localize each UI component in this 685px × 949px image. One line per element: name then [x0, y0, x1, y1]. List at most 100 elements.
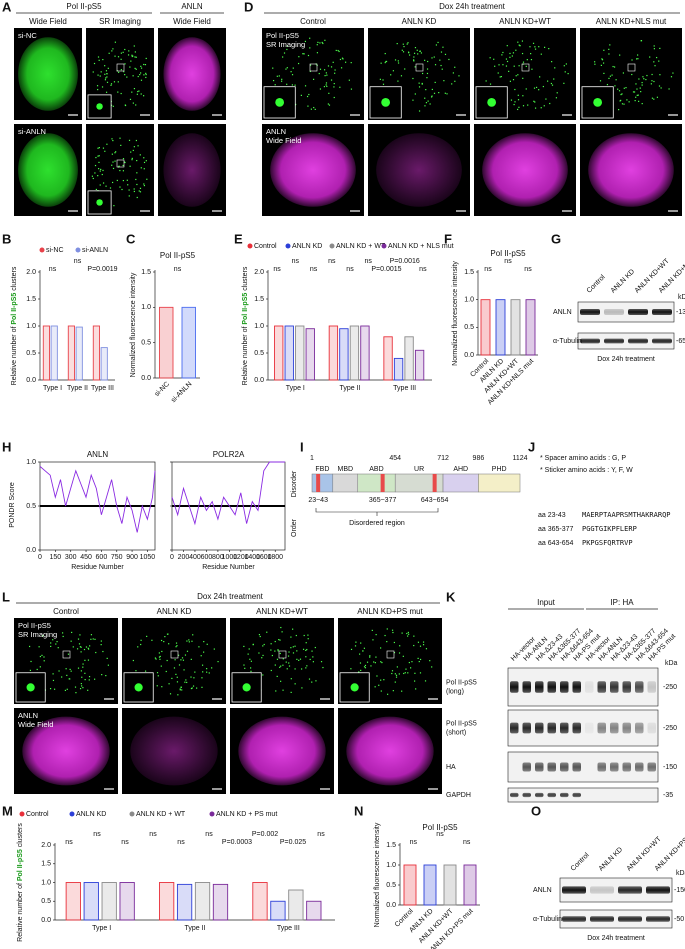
band	[522, 762, 531, 772]
row-label: ANLN	[18, 711, 38, 720]
sr-dot	[422, 641, 425, 643]
sr-dot	[298, 659, 300, 661]
y-axis-label-part: clusters	[242, 266, 249, 293]
sr-dot	[402, 51, 405, 53]
sr-dot	[311, 650, 313, 652]
sr-dot	[36, 668, 38, 671]
sr-dot	[175, 642, 178, 644]
sr-dot	[272, 67, 274, 69]
sr-dot	[374, 686, 376, 688]
sr-dot	[418, 86, 421, 88]
sr-dot	[394, 673, 396, 675]
x-tick-label: 1200	[233, 554, 249, 561]
sr-dot	[518, 65, 520, 67]
sr-dot	[404, 672, 406, 674]
sr-dot	[102, 169, 104, 172]
inset-cluster	[275, 97, 285, 107]
panel-label: G	[551, 231, 561, 246]
sr-dot	[651, 80, 653, 82]
sr-dot	[274, 664, 276, 666]
sr-dot	[290, 678, 292, 680]
sr-dot	[658, 85, 661, 87]
sr-dot	[386, 641, 388, 643]
sr-dot	[106, 81, 109, 83]
sr-dot	[658, 60, 660, 62]
bar	[67, 325, 75, 381]
sr-dot	[333, 82, 335, 85]
sr-dot	[81, 685, 83, 687]
column-label: ANLN KD+WT	[256, 607, 308, 616]
chart-title: Pol II-pS5	[490, 249, 526, 258]
sr-dot	[156, 672, 159, 674]
sr-dot	[292, 628, 294, 630]
sr-dot	[434, 64, 437, 66]
sr-dot	[651, 97, 654, 99]
band	[652, 338, 672, 344]
sr-dot	[364, 664, 367, 667]
sr-dot	[645, 78, 647, 81]
band	[560, 722, 569, 734]
sr-dot	[127, 54, 130, 56]
sr-dot	[640, 91, 642, 93]
sr-dot	[458, 75, 460, 77]
y-axis-label-part: Pol II-pS5	[11, 293, 18, 325]
x-tick-label: 150	[50, 554, 62, 561]
sr-dot	[426, 77, 428, 79]
annotation: ns	[365, 258, 373, 265]
sr-dot	[413, 59, 415, 61]
sr-dot	[513, 65, 515, 67]
sr-dot	[296, 650, 298, 652]
sr-dot	[263, 643, 265, 646]
sr-dot	[99, 170, 101, 172]
sr-dot	[129, 98, 132, 100]
sr-dot	[105, 77, 107, 79]
annotation: ns	[273, 266, 281, 273]
sr-dot	[294, 84, 296, 86]
bar	[305, 328, 315, 381]
sr-dot	[184, 681, 186, 683]
sr-dot	[425, 102, 428, 104]
sr-dot	[653, 61, 655, 63]
sr-dot	[659, 47, 661, 50]
sr-dot	[350, 648, 353, 651]
sr-dot	[565, 63, 567, 65]
sr-dot	[310, 108, 312, 110]
sr-dot	[440, 64, 442, 67]
bar	[194, 882, 211, 921]
sr-dot	[100, 168, 102, 171]
nucleus	[270, 133, 356, 207]
sr-dot	[340, 67, 343, 69]
sr-dot	[421, 83, 423, 85]
sr-dot	[534, 48, 537, 50]
sr-dot	[186, 640, 188, 642]
y-axis-label: Relative number of Pol II-pS5 clusters	[11, 266, 18, 385]
x-tick-label: Type II	[184, 925, 205, 932]
y-tick-label: 0.0	[386, 902, 396, 909]
band	[560, 792, 569, 798]
sr-dot	[71, 631, 73, 634]
position-label: 1	[310, 455, 314, 462]
nucleus	[130, 716, 218, 786]
y-axis-label-part: Relative number of	[11, 325, 18, 386]
sr-dot	[128, 139, 131, 141]
legend-swatch	[247, 243, 253, 249]
sr-dot	[178, 664, 181, 666]
bar	[423, 864, 437, 906]
legend-label: Control	[254, 243, 277, 250]
bar	[383, 336, 393, 381]
sr-dot	[281, 631, 283, 633]
sr-dot	[61, 676, 63, 678]
sr-dot	[160, 665, 162, 667]
band	[610, 762, 619, 772]
sr-dot	[145, 76, 147, 79]
sr-dot	[623, 87, 625, 89]
sr-dot	[511, 55, 513, 57]
sr-dot	[137, 75, 139, 78]
sr-dot	[145, 160, 147, 162]
annotation: ns	[419, 266, 427, 273]
sr-dot	[85, 646, 88, 648]
sr-dot	[526, 59, 528, 61]
sr-dot	[327, 65, 330, 67]
inset-cluster	[487, 97, 497, 107]
sr-dot	[163, 641, 165, 643]
